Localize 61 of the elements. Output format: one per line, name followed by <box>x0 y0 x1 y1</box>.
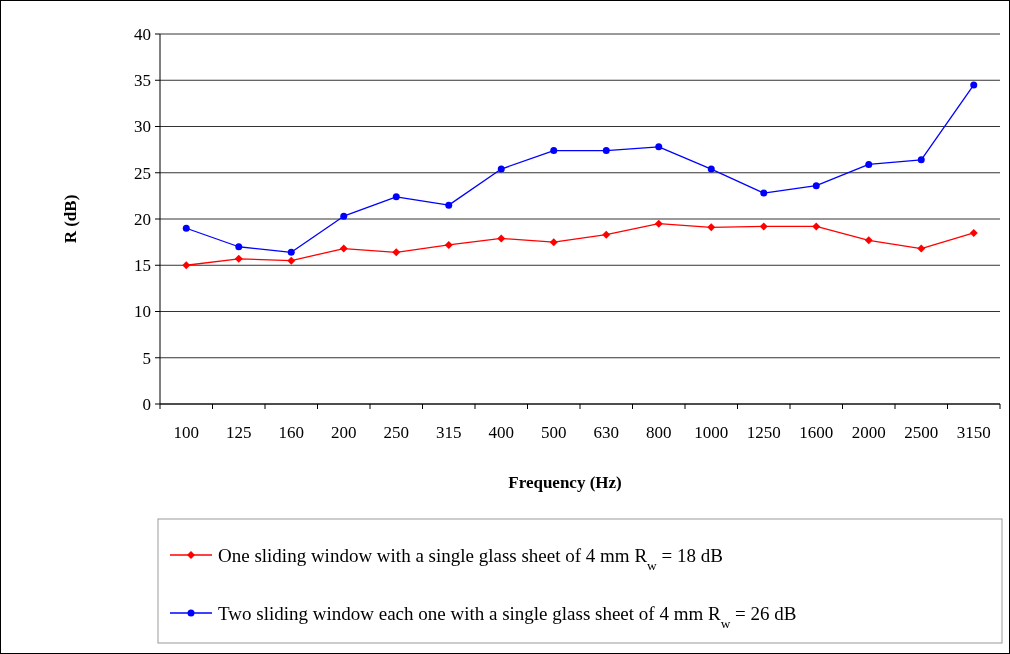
y-tick-label: 25 <box>134 163 151 183</box>
point <box>549 238 558 247</box>
x-tick-label: 630 <box>593 423 619 442</box>
point <box>444 240 453 249</box>
point <box>602 230 611 239</box>
point <box>865 160 873 168</box>
point <box>917 156 925 164</box>
y-tick-label: 40 <box>134 24 151 44</box>
point <box>602 147 610 155</box>
x-tick-label: 3150 <box>956 423 991 442</box>
point <box>182 261 191 270</box>
x-axis-title: Frequency (Hz) <box>508 473 622 492</box>
point <box>234 254 243 263</box>
x-tick-label: 1250 <box>746 423 781 442</box>
point <box>550 147 558 155</box>
point <box>812 182 820 190</box>
point <box>970 81 978 89</box>
point <box>760 189 768 197</box>
x-tick-label: 250 <box>383 423 409 442</box>
x-tick-label: 400 <box>488 423 514 442</box>
point <box>812 222 821 231</box>
point <box>392 193 400 201</box>
y-tick-label: 20 <box>134 209 151 229</box>
y-tick-label: 10 <box>134 302 151 322</box>
legend-label: Two sliding window each one with a single glass sheet of 4 mm R$_{w}$ = 26 dB <box>218 602 797 631</box>
point <box>287 256 296 265</box>
y-tick-label: 15 <box>134 256 151 276</box>
point <box>864 236 873 245</box>
y-axis-title: R (dB) <box>61 194 80 244</box>
x-tick-label: 800 <box>646 423 672 442</box>
point <box>497 165 505 173</box>
x-tick-label: 1600 <box>799 423 834 442</box>
x-tick-label: 2000 <box>851 423 886 442</box>
point <box>235 243 243 251</box>
x-tick-label: 125 <box>226 423 252 442</box>
point <box>707 165 715 173</box>
x-tick-label: 160 <box>278 423 304 442</box>
point <box>339 244 348 253</box>
x-tick-label: 2500 <box>904 423 939 442</box>
y-tick-label: 35 <box>134 71 151 91</box>
x-tick-label: 200 <box>331 423 357 442</box>
point <box>287 248 295 256</box>
point <box>445 201 453 209</box>
point <box>340 212 348 220</box>
x-tick-label: 500 <box>541 423 567 442</box>
point <box>759 222 768 231</box>
y-tick-label: 0 <box>142 394 151 414</box>
point <box>182 224 190 232</box>
point <box>707 223 716 232</box>
legend-label: One sliding window with a single glass sheet of 4 mm R$_{w}$ = 18 dB <box>218 544 723 573</box>
point <box>392 248 401 257</box>
point <box>917 244 926 253</box>
point <box>969 228 978 237</box>
point <box>497 234 506 243</box>
y-tick-label: 5 <box>142 348 151 368</box>
x-tick-label: 315 <box>436 423 462 442</box>
x-tick-label: 100 <box>173 423 199 442</box>
y-tick-label: 30 <box>134 117 151 137</box>
x-tick-label: 1000 <box>694 423 729 442</box>
point <box>654 219 663 228</box>
point <box>655 143 663 151</box>
